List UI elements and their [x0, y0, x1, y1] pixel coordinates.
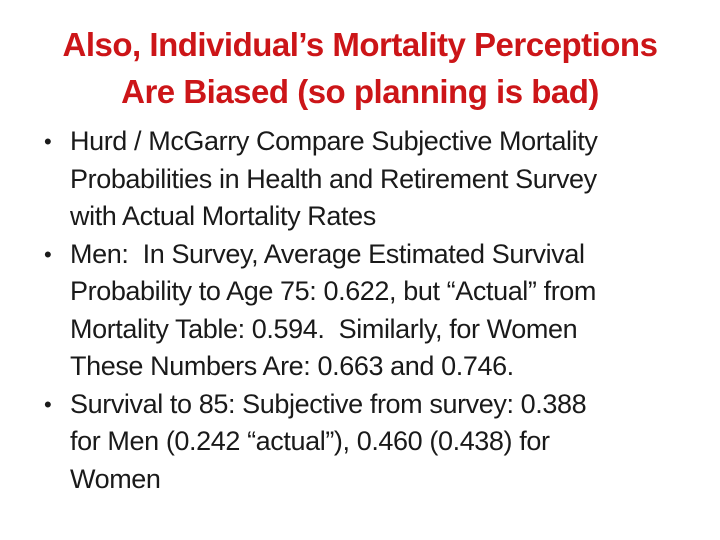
bullet-line: Probability to Age 75: 0.622, but “Actua… [70, 276, 596, 306]
bullet-marker: • [44, 241, 52, 267]
bullet-item-1: • Hurd / McGarry Compare Subjective Mort… [44, 123, 690, 236]
bullet-item-3: • Survival to 85: Subjective from survey… [44, 386, 690, 499]
bullet-text: Men: In Survey, Average Estimated Surviv… [70, 236, 690, 386]
bullet-list: • Hurd / McGarry Compare Subjective Mort… [0, 123, 720, 498]
slide-title: Also, Individual’s Mortality Perceptions… [0, 21, 720, 115]
bullet-marker: • [44, 129, 52, 154]
bullet-line: Hurd / McGarry Compare Subjective Mortal… [70, 126, 598, 156]
bullet-line: Mortality Table: 0.594. Similarly, for W… [70, 313, 578, 344]
bullet-line: Probabilities in Health and Retirement S… [70, 163, 597, 194]
bullet-line: Survival to 85: Subjective from survey: … [70, 388, 587, 419]
bullet-line: for Men (0.242 “actual”), 0.460 (0.438) … [70, 426, 550, 456]
bullet-item-2: • Men: In Survey, Average Estimated Surv… [44, 236, 690, 386]
bullet-line: Women [70, 463, 161, 494]
bullet-text: Hurd / McGarry Compare Subjective Mortal… [70, 123, 690, 236]
bullet-line: These Numbers Are: 0.663 and 0.746. [70, 351, 514, 381]
bullet-line: with Actual Mortality Rates [70, 201, 376, 231]
bullet-text: Survival to 85: Subjective from survey: … [70, 386, 690, 499]
title-line-2: Are Biased (so planning is bad) [121, 73, 599, 110]
bullet-line: Men: In Survey, Average Estimated Surviv… [70, 238, 585, 269]
title-line-1: Also, Individual’s Mortality Perceptions [62, 26, 658, 63]
bullet-marker: • [44, 391, 52, 417]
